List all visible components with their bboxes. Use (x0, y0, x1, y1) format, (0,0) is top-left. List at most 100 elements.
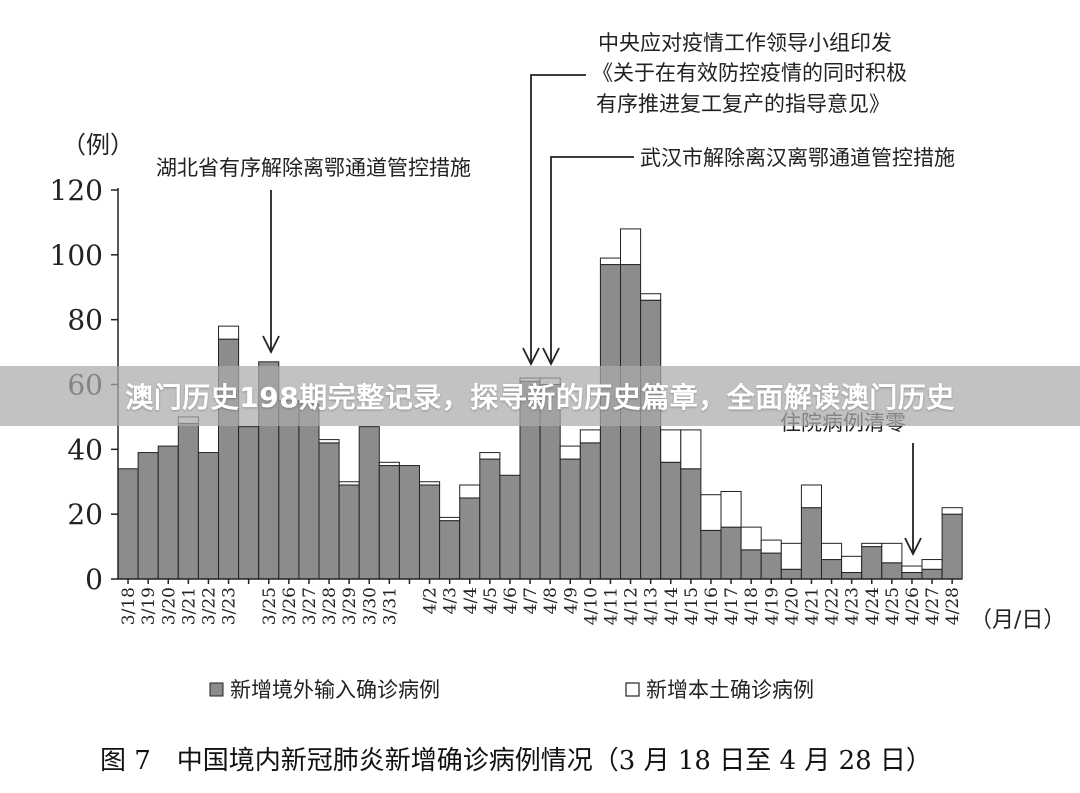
axes-group: 020406080100120 (50, 174, 963, 596)
x-tick-label-4-2: 4/2 (421, 587, 441, 614)
x-tick-label-4-9: 4/9 (561, 587, 581, 614)
bar-imported-4-27 (921, 568, 943, 580)
arrowhead-hubei (262, 335, 280, 355)
bar-imported-4-22 (821, 559, 843, 580)
x-tick-label-4-8: 4/8 (541, 587, 561, 614)
bar-imported-4-19 (760, 552, 782, 580)
bar-imported-4-14 (660, 461, 682, 580)
bar-imported-4-9 (559, 458, 581, 580)
legend-label-imported: 新增境外输入确诊病例 (230, 678, 440, 702)
bar-local-4-27 (921, 559, 943, 570)
x-tick-label-4-24: 4/24 (863, 587, 883, 625)
y-tick-label-0: 0 (85, 563, 103, 596)
bar-local-4-4 (459, 484, 481, 499)
bar-local-4-25 (881, 542, 903, 564)
x-tick-label-3-30: 3/30 (360, 587, 380, 625)
x-tick-label-4-25: 4/25 (883, 587, 903, 625)
bar-imported-4-5 (479, 458, 501, 580)
x-tick-label-4-10: 4/10 (581, 587, 601, 625)
bar-imported-4-10 (579, 442, 601, 580)
annotation-guideline-2: 《关于在有效防控疫情的同时积极 (592, 61, 907, 85)
bar-imported-4-2 (419, 484, 441, 580)
bar-local-4-22 (821, 542, 843, 561)
bar-imported-3-21 (177, 422, 199, 580)
bar-imported-4-20 (780, 568, 802, 580)
arrowhead-guideline (522, 347, 540, 367)
bar-local-4-26 (901, 565, 923, 574)
bar-local-4-15 (680, 429, 702, 470)
bar-imported-3-31 (378, 465, 400, 580)
x-tick-label-4-7: 4/7 (521, 587, 541, 614)
bar-imported-4-4 (459, 497, 481, 580)
x-tick-label-4-14: 4/14 (662, 587, 682, 625)
bar-imported-4-21 (800, 507, 823, 580)
bar-imported-4-25 (881, 562, 903, 580)
y-tick-label-20: 20 (67, 498, 103, 531)
x-tick-label-4-16: 4/16 (702, 587, 722, 625)
bar-local-4-2 (419, 481, 441, 486)
x-tick-label-4-6: 4/6 (501, 587, 521, 614)
bar-imported-3-24 (238, 426, 260, 580)
x-tick-label-4-26: 4/26 (903, 587, 923, 625)
x-tick-label-3-28: 3/28 (320, 587, 340, 625)
x-tick-label-4-5: 4/5 (481, 587, 501, 614)
bar-imported-3-27 (298, 403, 320, 580)
x-tick-label-4-28: 4/28 (943, 587, 963, 625)
annotation-guideline-1: 中央应对疫情工作领导小组印发 (598, 31, 892, 55)
x-tick-label-4-27: 4/27 (923, 587, 943, 625)
x-tick-label-3-26: 3/26 (280, 587, 300, 625)
bar-local-4-17 (720, 490, 742, 528)
x-tick-label-4-15: 4/15 (682, 587, 702, 625)
bar-local-4-18 (740, 526, 762, 551)
bar-local-4-21 (800, 484, 823, 509)
arrow-wuhan (550, 156, 634, 364)
x-tick-label-3-27: 3/27 (300, 587, 320, 625)
bar-local-4-19 (760, 539, 782, 554)
bar-local-4-14 (660, 429, 682, 463)
x-tick-label-4-3: 4/3 (441, 587, 461, 614)
bar-local-4-23 (841, 555, 863, 574)
x-tick-label-3-18: 3/18 (119, 587, 139, 625)
bar-imported-4-23 (841, 572, 863, 580)
bar-imported-4-3 (439, 520, 461, 580)
bar-imported-3-19 (137, 452, 159, 580)
bar-imported-4-18 (740, 549, 762, 580)
bar-local-4-11 (599, 257, 622, 266)
bar-imported-4-28 (941, 513, 963, 580)
bar-imported-4-26 (901, 572, 923, 580)
bar-imported-4-15 (680, 468, 702, 580)
legend-label-local: 新增本土确诊病例 (646, 678, 814, 702)
x-tick-labels: 3/18 3/19 3/20 3/21 3/22 3/23 3/25 3/26 3/27 3/28… (119, 587, 963, 625)
bar-imported-3-29 (338, 484, 360, 580)
title-banner: 澳门历史198期完整记录，探寻新的历史篇章，全面解读澳门历史 (0, 366, 1080, 426)
bar-imported-3-22 (197, 452, 219, 580)
x-tick-label-4-11: 4/11 (601, 587, 621, 625)
bar-imported-4-24 (861, 546, 883, 580)
bar-imported-4-16 (700, 529, 722, 580)
bar-imported-4-17 (720, 526, 742, 580)
bar-local-4-13 (640, 293, 662, 301)
x-tick-label-4-21: 4/21 (802, 587, 822, 625)
bar-local-3-28 (318, 439, 340, 444)
bar-local-3-29 (338, 481, 360, 486)
arrowhead-wuhan (542, 347, 560, 367)
arrow-guideline (530, 74, 586, 364)
x-tick-label-4-22: 4/22 (823, 587, 843, 625)
bar-local-4-20 (780, 542, 802, 570)
y-axis-unit: （例） (62, 131, 134, 159)
legend-swatch-local (625, 682, 640, 697)
bar-local-3-31 (378, 461, 400, 467)
annotation-hubei: 湖北省有序解除离鄂通道管控措施 (156, 156, 471, 180)
bar-local-3-23 (218, 325, 240, 340)
annotation-wuhan: 武汉市解除离汉离鄂通道管控措施 (640, 146, 955, 170)
bar-local-4-24 (861, 542, 883, 548)
x-tick-label-4-12: 4/12 (622, 587, 642, 625)
bar-local-4-5 (479, 452, 501, 460)
x-tick-label-3-21: 3/21 (179, 587, 199, 625)
bar-local-4-10 (579, 429, 601, 444)
bar-imported-4-6 (499, 474, 521, 580)
bar-imported-4-1 (398, 465, 420, 580)
bar-imported-3-30 (358, 426, 380, 580)
x-tick-label-3-23: 3/23 (220, 587, 240, 625)
